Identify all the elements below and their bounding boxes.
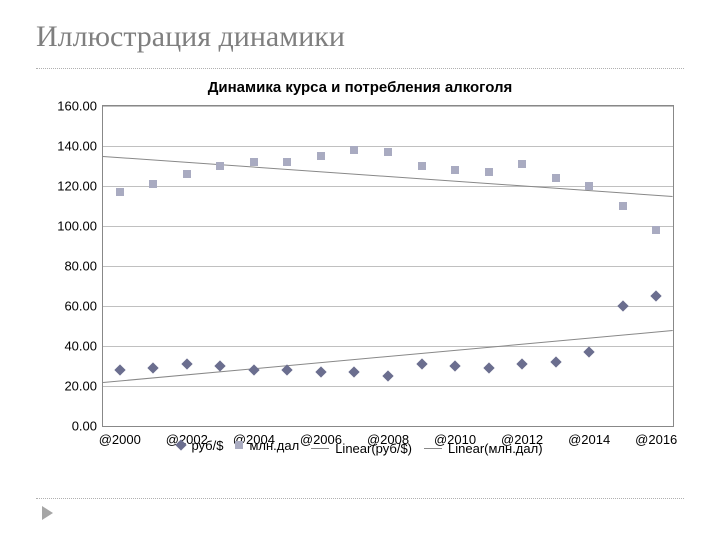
y-axis-label: 160.00 xyxy=(57,99,97,114)
marker-diamond xyxy=(584,346,595,357)
y-axis-label: 120.00 xyxy=(57,179,97,194)
diamond-icon xyxy=(176,439,187,450)
play-icon xyxy=(42,506,53,520)
marker-diamond xyxy=(483,362,494,373)
marker-square xyxy=(283,158,291,166)
marker-square xyxy=(451,166,459,174)
marker-square xyxy=(552,174,560,182)
gridline xyxy=(103,106,673,107)
legend-label: млн.дал xyxy=(249,438,299,453)
marker-diamond xyxy=(382,370,393,381)
marker-diamond xyxy=(617,300,628,311)
y-axis-label: 40.00 xyxy=(64,339,97,354)
marker-square xyxy=(652,226,660,234)
marker-diamond xyxy=(148,362,159,373)
marker-square xyxy=(250,158,258,166)
marker-square xyxy=(216,162,224,170)
marker-diamond xyxy=(550,356,561,367)
gridline xyxy=(103,386,673,387)
y-axis-label: 60.00 xyxy=(64,299,97,314)
legend: руб/$ млн.дал Linear(руб/$) Linear(млн.дал) xyxy=(36,437,684,456)
y-axis-label: 80.00 xyxy=(64,259,97,274)
marker-square xyxy=(317,152,325,160)
y-axis-label: 100.00 xyxy=(57,219,97,234)
marker-diamond xyxy=(181,358,192,369)
legend-item: Linear(руб/$) xyxy=(311,441,412,456)
slide: Иллюстрация динамики Динамика курса и по… xyxy=(0,0,720,540)
y-axis-label: 0.00 xyxy=(72,419,97,434)
square-icon xyxy=(235,441,243,449)
legend-label: Linear(млн.дал) xyxy=(448,441,543,456)
gridline xyxy=(103,306,673,307)
plot-area: 0.0020.0040.0060.0080.00100.00120.00140.… xyxy=(102,105,674,427)
slide-title: Иллюстрация динамики xyxy=(36,20,345,54)
line-icon xyxy=(424,448,442,449)
marker-diamond xyxy=(248,364,259,375)
legend-label: Linear(руб/$) xyxy=(335,441,412,456)
marker-square xyxy=(418,162,426,170)
divider-bottom xyxy=(36,498,684,499)
legend-item: млн.дал xyxy=(235,438,299,453)
gridline xyxy=(103,146,673,147)
chart-title: Динамика курса и потребления алкоголя xyxy=(36,79,684,96)
marker-square xyxy=(350,146,358,154)
marker-square xyxy=(149,180,157,188)
marker-diamond xyxy=(282,364,293,375)
marker-diamond xyxy=(114,364,125,375)
chart: Динамика курса и потребления алкоголя 0.… xyxy=(36,75,684,475)
marker-diamond xyxy=(516,358,527,369)
marker-square xyxy=(485,168,493,176)
marker-diamond xyxy=(349,366,360,377)
marker-diamond xyxy=(651,290,662,301)
y-axis-label: 20.00 xyxy=(64,379,97,394)
marker-square xyxy=(116,188,124,196)
gridline xyxy=(103,226,673,227)
marker-diamond xyxy=(416,358,427,369)
legend-item: руб/$ xyxy=(177,438,223,453)
marker-diamond xyxy=(449,360,460,371)
marker-square xyxy=(384,148,392,156)
marker-square xyxy=(585,182,593,190)
line-icon xyxy=(311,448,329,449)
legend-item: Linear(млн.дал) xyxy=(424,441,543,456)
marker-square xyxy=(183,170,191,178)
legend-label: руб/$ xyxy=(191,438,223,453)
divider-top xyxy=(36,68,684,69)
y-axis-label: 140.00 xyxy=(57,139,97,154)
marker-square xyxy=(518,160,526,168)
gridline xyxy=(103,266,673,267)
marker-square xyxy=(619,202,627,210)
marker-diamond xyxy=(315,366,326,377)
